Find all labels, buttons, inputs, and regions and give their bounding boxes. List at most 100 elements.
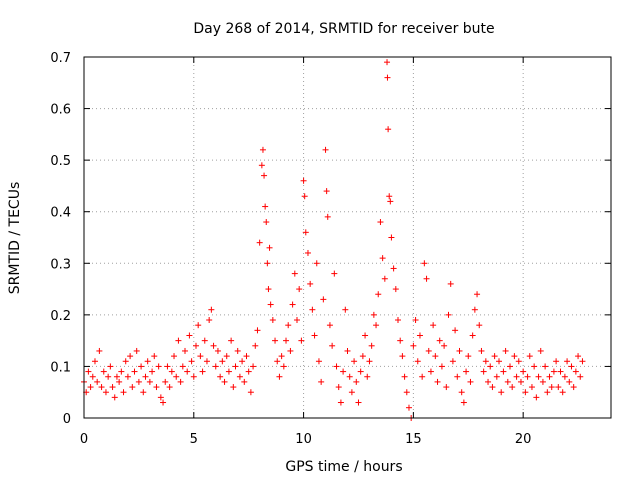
data-point xyxy=(285,322,292,329)
data-point xyxy=(298,337,305,344)
data-point xyxy=(322,146,329,153)
data-point xyxy=(427,368,434,375)
data-point xyxy=(318,378,325,385)
data-point xyxy=(234,347,241,354)
data-point xyxy=(513,373,520,380)
data-point xyxy=(489,384,496,391)
data-point xyxy=(557,368,564,375)
data-point xyxy=(131,368,138,375)
data-point xyxy=(430,322,437,329)
grid xyxy=(84,57,611,418)
data-point xyxy=(177,378,184,385)
data-point xyxy=(348,389,355,396)
data-point xyxy=(539,378,546,385)
data-point xyxy=(485,378,492,385)
data-point xyxy=(173,373,180,380)
data-point xyxy=(564,358,571,365)
data-point xyxy=(239,358,246,365)
data-point xyxy=(243,353,250,360)
data-point xyxy=(500,368,507,375)
data-point xyxy=(186,332,193,339)
data-point xyxy=(353,378,360,385)
data-point xyxy=(509,384,516,391)
data-point xyxy=(386,193,393,200)
data-point xyxy=(476,322,483,329)
data-point xyxy=(548,384,555,391)
data-point xyxy=(160,399,167,406)
data-point xyxy=(228,337,235,344)
data-point xyxy=(120,389,127,396)
data-point xyxy=(335,384,342,391)
data-point xyxy=(517,378,524,385)
data-point xyxy=(333,363,340,370)
y-tick-label: 0.1 xyxy=(50,360,71,375)
data-point xyxy=(127,353,134,360)
data-point xyxy=(537,347,544,354)
data-point xyxy=(304,249,311,256)
data-point xyxy=(197,353,204,360)
y-tick-label: 0.4 xyxy=(50,206,71,221)
data-point xyxy=(153,384,160,391)
x-tick-labels: 0 5 10 15 20 xyxy=(80,432,532,447)
y-tick-label: 0.6 xyxy=(50,103,71,118)
data-point xyxy=(89,373,96,380)
data-point xyxy=(280,363,287,370)
data-point xyxy=(236,373,243,380)
y-tick-label: 0.5 xyxy=(50,154,71,169)
data-point xyxy=(124,373,131,380)
data-points xyxy=(81,59,586,421)
data-point xyxy=(381,275,388,282)
data-point xyxy=(480,368,487,375)
data-point xyxy=(241,378,248,385)
data-point xyxy=(553,358,560,365)
data-point xyxy=(144,358,151,365)
data-point xyxy=(496,358,503,365)
data-point xyxy=(359,353,366,360)
data-point xyxy=(214,347,221,354)
data-point xyxy=(262,203,269,210)
data-point xyxy=(135,378,142,385)
data-point xyxy=(498,389,505,396)
data-point xyxy=(384,59,391,66)
data-point xyxy=(449,358,456,365)
data-point xyxy=(217,373,224,380)
data-point xyxy=(412,317,419,324)
data-point xyxy=(105,373,112,380)
data-point xyxy=(331,270,338,277)
data-point xyxy=(293,317,300,324)
data-point xyxy=(267,301,274,308)
data-point xyxy=(559,389,566,396)
data-point xyxy=(566,378,573,385)
data-point xyxy=(456,347,463,354)
data-point xyxy=(252,342,259,349)
data-point xyxy=(373,322,380,329)
data-point xyxy=(504,378,511,385)
data-point xyxy=(140,389,147,396)
data-point xyxy=(190,373,197,380)
data-point xyxy=(168,368,175,375)
data-point xyxy=(129,384,136,391)
data-point xyxy=(366,358,373,365)
data-point xyxy=(272,337,279,344)
data-point xyxy=(388,234,395,241)
data-point xyxy=(157,394,164,401)
data-point xyxy=(524,373,531,380)
data-point xyxy=(531,363,538,370)
plot-frame xyxy=(83,56,612,419)
data-point xyxy=(392,286,399,293)
data-point xyxy=(579,358,586,365)
data-point xyxy=(259,146,266,153)
data-point xyxy=(201,337,208,344)
data-point xyxy=(511,353,518,360)
x-axis-label: GPS time / hours xyxy=(285,459,402,475)
data-point xyxy=(379,255,386,262)
data-point xyxy=(171,353,178,360)
data-point xyxy=(311,332,318,339)
data-point xyxy=(100,368,107,375)
data-point xyxy=(116,378,123,385)
data-point xyxy=(535,373,542,380)
data-point xyxy=(405,404,412,411)
data-point xyxy=(575,353,582,360)
data-point xyxy=(454,373,461,380)
data-point xyxy=(364,373,371,380)
